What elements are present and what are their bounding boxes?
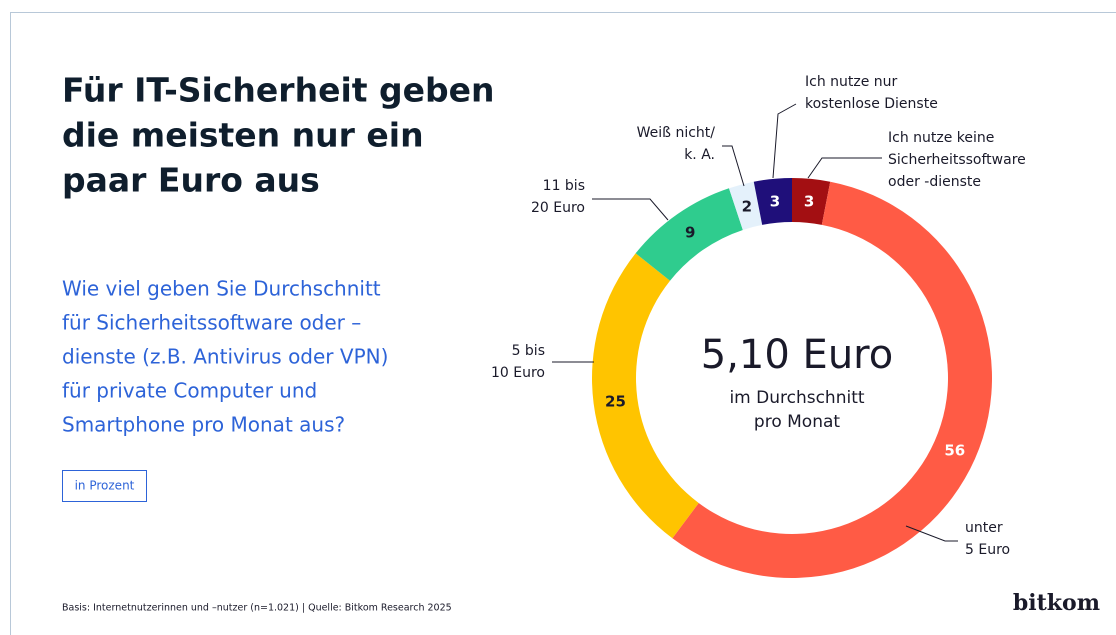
category-label: 5 Euro: [965, 542, 1010, 558]
leader-line: [807, 157, 882, 179]
brand: bitkom: [1013, 590, 1100, 616]
subtitle-line: für Sicherheitssoftware oder –: [62, 311, 361, 335]
unit-box: [62, 470, 147, 502]
category-label: unter: [965, 520, 1003, 536]
category-label: Weiß nicht/: [637, 125, 716, 141]
unit-note: in Prozent: [75, 479, 135, 493]
value-label: 56: [944, 442, 965, 460]
title-line: Für IT-Sicherheit geben: [62, 71, 495, 110]
title: Für IT-Sicherheit geben die meisten nur e…: [62, 71, 495, 200]
subtitle-line: Wie viel geben Sie Durchschnitt: [62, 277, 381, 301]
subtitle: Wie viel geben Sie Durchschnitt für Siche…: [62, 277, 388, 437]
segment: [753, 178, 792, 225]
title-line: die meisten nur ein: [62, 116, 424, 155]
center-value: 5,10 Euro: [701, 332, 893, 378]
source: Basis: Internetnutzerinnen und –nutzer (…: [62, 603, 452, 614]
value-label: 3: [804, 192, 814, 210]
category-label: Ich nutze nur: [805, 74, 898, 90]
subtitle-line: Smartphone pro Monat aus?: [62, 413, 345, 437]
segment: [672, 181, 993, 579]
center-text: pro Monat: [754, 412, 840, 432]
segment: [728, 181, 763, 230]
segment: [635, 188, 743, 281]
value-label: 3: [770, 192, 780, 210]
title-line: paar Euro aus: [62, 161, 320, 200]
category-label: Sicherheitssoftware: [888, 152, 1026, 168]
category-label: oder -dienste: [888, 174, 981, 190]
subtitle-line: für private Computer und: [62, 379, 317, 403]
segment: [592, 253, 699, 539]
subtitle-line: dienste (z.B. Antivirus oder VPN): [62, 345, 388, 369]
center-text: im Durchschnitt: [729, 388, 864, 408]
value-label: 9: [685, 224, 695, 242]
leader-line: [905, 525, 958, 542]
category-label: 11 bis: [543, 178, 585, 194]
leader-line: [772, 103, 797, 179]
leader-line: [722, 145, 745, 187]
leader-line: [592, 198, 669, 221]
category-label: kostenlose Dienste: [805, 96, 938, 112]
category-labels: Ich nutze keine Sicherheitssoftware oder -…: [491, 74, 1026, 558]
category-label: 10 Euro: [491, 365, 545, 381]
category-label: 5 bis: [512, 343, 545, 359]
category-label: k. A.: [684, 147, 715, 163]
category-label: Ich nutze keine: [888, 130, 994, 146]
category-label: 20 Euro: [531, 200, 585, 216]
frame: [10, 12, 1116, 635]
value-label: 25: [605, 392, 626, 410]
value-label: 2: [742, 197, 752, 215]
segment: [792, 178, 831, 225]
